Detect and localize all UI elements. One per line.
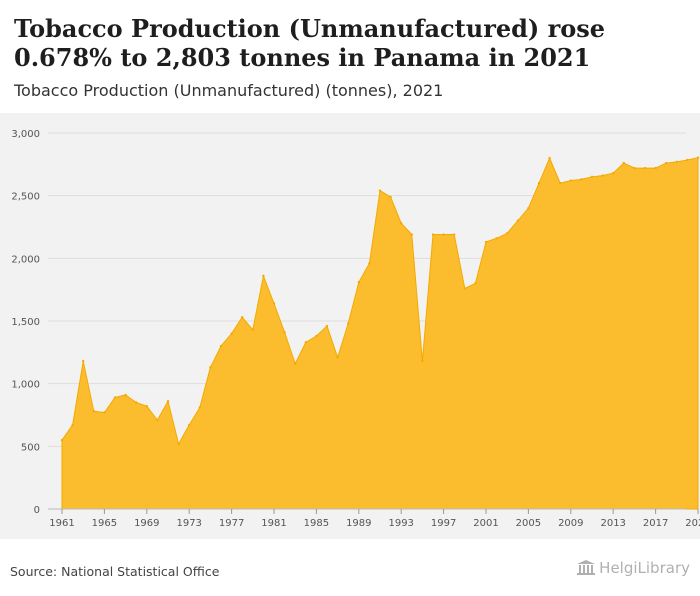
x-tick-label: 1993 — [388, 518, 413, 529]
y-tick-label: 1,500 — [11, 317, 40, 328]
data-point — [135, 401, 138, 404]
data-point — [357, 280, 360, 284]
data-point — [219, 344, 223, 348]
data-point — [410, 233, 413, 236]
data-point — [453, 233, 456, 236]
x-tick-label: 1961 — [49, 518, 74, 529]
data-point — [686, 158, 689, 162]
x-tick-label: 2001 — [473, 518, 498, 529]
x-tick-label: 1973 — [176, 518, 201, 529]
chart-header: Tobacco Production (Unmanufactured) rose… — [0, 0, 700, 113]
helgi-library-logo[interactable]: HelgiLibrary — [576, 559, 690, 577]
x-tick-label: 1997 — [431, 518, 456, 529]
data-point — [516, 219, 519, 222]
data-point — [548, 156, 551, 160]
data-point — [156, 418, 159, 422]
y-tick-label: 500 — [21, 442, 40, 453]
data-point — [251, 328, 254, 331]
data-point — [463, 287, 466, 290]
data-point — [665, 161, 668, 165]
data-point — [113, 396, 117, 399]
y-tick-label: 3,000 — [11, 129, 40, 140]
data-point — [421, 359, 424, 363]
y-tick-label: 2,000 — [11, 254, 40, 265]
data-point — [82, 359, 85, 363]
data-point — [177, 442, 180, 446]
data-point — [484, 240, 488, 244]
data-point — [124, 393, 127, 397]
data-point — [103, 411, 106, 414]
data-point — [166, 400, 170, 403]
data-point — [431, 233, 435, 236]
data-point — [378, 189, 382, 192]
data-point — [590, 175, 594, 179]
data-point — [272, 302, 276, 305]
data-point — [633, 166, 636, 170]
logo-text: HelgiLibrary — [599, 559, 690, 577]
data-point — [601, 174, 604, 177]
x-tick-label: 1969 — [134, 518, 159, 529]
y-tick-label: 0 — [34, 505, 40, 516]
x-tick-label: 1981 — [261, 518, 286, 529]
data-point — [442, 233, 445, 236]
data-point — [696, 156, 700, 159]
data-point — [675, 160, 678, 164]
data-point — [654, 166, 657, 170]
area-chart: 0 500 1,000 1,500 2,000 2,500 3,000 1961 1965 196… — [11, 129, 700, 529]
y-tick-label: 2,500 — [11, 192, 40, 203]
chart-footer: Source: National Statistical Office Helg… — [0, 539, 700, 596]
series-area — [61, 156, 699, 510]
data-point — [283, 331, 286, 334]
data-point — [347, 322, 350, 325]
x-tick-label: 1989 — [346, 518, 371, 529]
data-point — [368, 262, 371, 265]
data-point — [294, 362, 297, 365]
data-point — [527, 207, 530, 210]
x-tick-label: 2021 — [685, 518, 700, 529]
data-point — [336, 356, 339, 359]
x-tick-label: 1965 — [92, 518, 117, 529]
data-point — [198, 406, 201, 409]
library-building-icon — [577, 560, 596, 575]
chart-subtitle: Tobacco Production (Unmanufactured) (ton… — [14, 81, 444, 100]
data-point — [559, 181, 562, 185]
data-point — [474, 282, 477, 285]
chart-panel: 0 500 1,000 1,500 2,000 2,500 3,000 1961 1965 196… — [0, 113, 700, 539]
data-point — [92, 410, 96, 413]
x-tick-label: 2017 — [643, 518, 668, 529]
data-point — [506, 232, 509, 235]
data-point — [400, 222, 403, 225]
x-tick-label: 2009 — [558, 518, 583, 529]
data-point — [262, 274, 265, 278]
data-point — [622, 161, 625, 165]
data-point — [304, 341, 307, 344]
data-point — [612, 171, 615, 175]
data-point — [495, 237, 498, 240]
data-point — [209, 366, 212, 369]
data-point — [241, 316, 244, 319]
x-tick-label: 2013 — [600, 518, 625, 529]
data-point — [60, 438, 64, 442]
data-point — [569, 179, 572, 182]
source-note: Source: National Statistical Office — [10, 564, 220, 579]
data-point — [230, 332, 233, 335]
x-tick-label: 2005 — [516, 518, 541, 529]
x-tick-label: 1977 — [219, 518, 244, 529]
data-point — [145, 405, 148, 408]
data-point — [643, 166, 647, 170]
y-tick-label: 1,000 — [11, 380, 40, 391]
data-point — [188, 423, 191, 427]
data-point — [537, 181, 541, 185]
data-point — [315, 334, 318, 338]
data-point — [389, 195, 392, 199]
chart-title: Tobacco Production (Unmanufactured) rose… — [14, 14, 606, 72]
data-point — [325, 324, 329, 328]
data-point — [71, 423, 74, 427]
x-tick-label: 1985 — [304, 518, 329, 529]
data-point — [580, 178, 583, 181]
